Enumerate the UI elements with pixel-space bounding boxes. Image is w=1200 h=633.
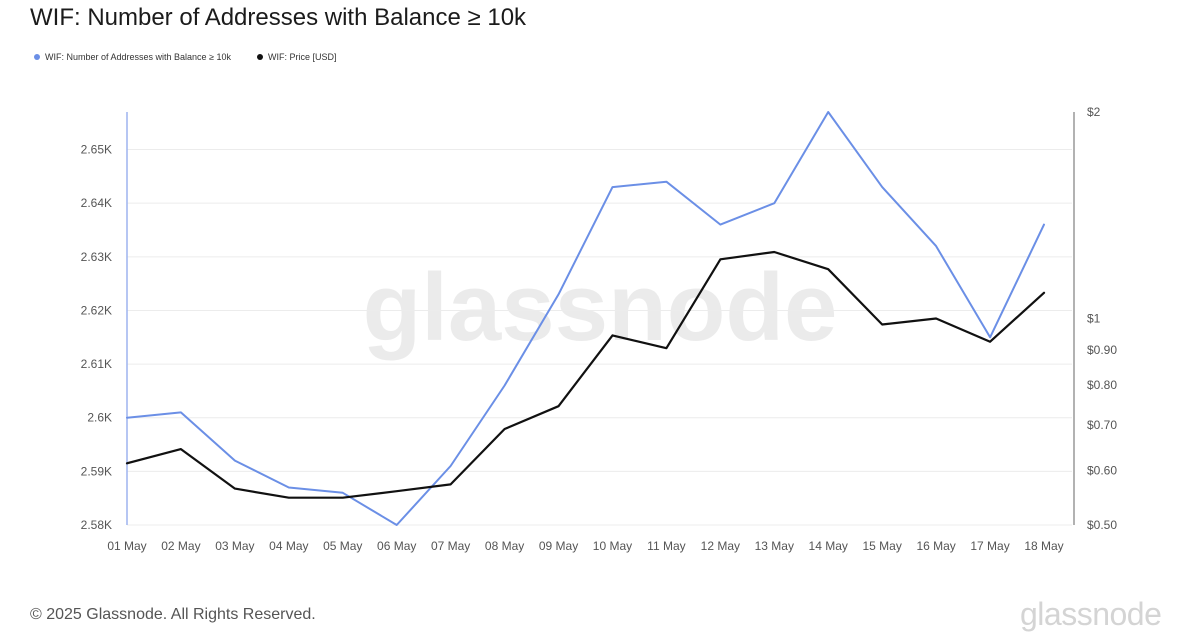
x-tick-label: 17 May: [970, 539, 1009, 553]
grid: [127, 149, 1072, 526]
x-tick-label: 09 May: [539, 539, 578, 553]
y-left-tick-label: 2.62K: [81, 303, 112, 317]
x-tick-label: 01 May: [107, 539, 146, 553]
y-left-tick-label: 2.61K: [81, 357, 112, 371]
x-tick-label: 03 May: [215, 539, 254, 553]
y-left-tick-label: 2.63K: [81, 250, 112, 264]
y-left-tick-label: 2.6K: [87, 411, 112, 425]
legend-dot-addresses: [34, 54, 40, 60]
y-right-tick-label: $0.50: [1087, 518, 1117, 532]
x-tick-label: 12 May: [701, 539, 740, 553]
y-right-tick-label: $2: [1087, 105, 1101, 119]
copyright-footer: © 2025 Glassnode. All Rights Reserved.: [30, 606, 316, 623]
legend-label-price: WIF: Price [USD]: [268, 52, 337, 62]
y-right-tick-label: $0.90: [1087, 343, 1117, 357]
chart-title: WIF: Number of Addresses with Balance ≥ …: [30, 4, 527, 31]
y-left-tick-label: 2.59K: [81, 464, 112, 478]
axes: [126, 112, 1075, 525]
y-right-tick-label: $0.80: [1087, 378, 1117, 392]
watermark: glassnode: [363, 254, 838, 361]
x-tick-label: 07 May: [431, 539, 470, 553]
x-tick-label: 10 May: [593, 539, 632, 553]
x-tick-label: 16 May: [916, 539, 955, 553]
x-tick-label: 13 May: [755, 539, 794, 553]
legend-label-addresses: WIF: Number of Addresses with Balance ≥ …: [45, 52, 232, 62]
tick-labels: 2.58K 2.59K 2.6K 2.61K 2.62K 2.63K 2.64K 2.65K $…: [81, 105, 1118, 553]
x-tick-label: 08 May: [485, 539, 524, 553]
x-tick-label: 06 May: [377, 539, 416, 553]
legend-dot-price: [257, 54, 264, 60]
x-tick-label: 04 May: [269, 539, 308, 553]
y-left-tick-label: 2.64K: [81, 196, 112, 210]
legend: WIF: Number of Addresses with Balance ≥ …: [34, 52, 337, 62]
y-right-tick-label: $0.70: [1087, 418, 1117, 432]
y-right-tick-label: $1: [1087, 312, 1101, 326]
x-tick-label: 14 May: [809, 539, 848, 553]
glassnode-logo: glassnode: [1020, 596, 1162, 632]
y-left-tick-label: 2.65K: [81, 143, 112, 157]
legend-item-addresses[interactable]: WIF: Number of Addresses with Balance ≥ …: [34, 52, 231, 62]
series-line-price: [125, 250, 1046, 499]
x-tick-label: 02 May: [161, 539, 200, 553]
legend-item-price[interactable]: WIF: Price [USD]: [257, 52, 337, 62]
x-tick-label: 11 May: [647, 539, 685, 553]
series-layer: [125, 111, 1046, 526]
x-tick-label: 15 May: [862, 539, 901, 553]
x-tick-label: 05 May: [323, 539, 362, 553]
x-tick-label: 18 May: [1024, 539, 1063, 553]
series-line-addresses: [126, 111, 1045, 526]
y-left-tick-label: 2.58K: [81, 518, 112, 532]
y-right-tick-label: $0.60: [1087, 464, 1117, 478]
